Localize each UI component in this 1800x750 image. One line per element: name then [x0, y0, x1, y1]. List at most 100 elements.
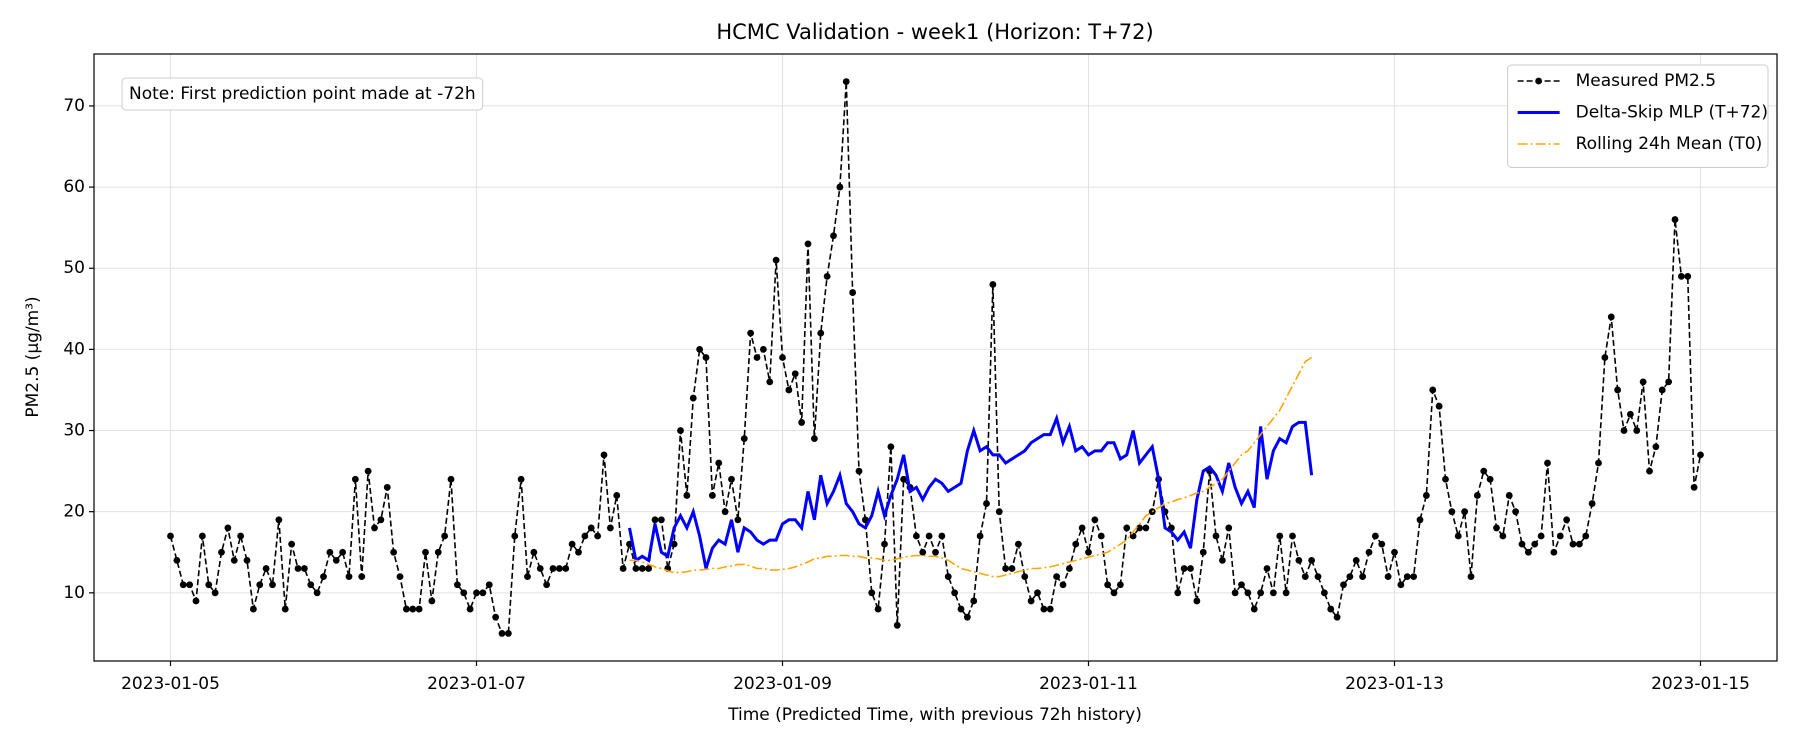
data-point [428, 597, 436, 605]
data-point [1014, 540, 1022, 548]
data-point [1295, 556, 1303, 564]
data-point [728, 475, 735, 483]
data-point [1531, 540, 1539, 548]
data-point [1002, 565, 1010, 572]
data-point [1244, 589, 1252, 597]
data-point [976, 532, 984, 540]
data-point [211, 589, 219, 597]
data-point [791, 370, 799, 378]
data-point [632, 565, 640, 572]
x-tick-label: 2023-01-11 [1039, 674, 1138, 694]
data-point [313, 589, 321, 597]
data-point [1626, 410, 1634, 418]
data-point [887, 443, 895, 451]
data-point [613, 492, 621, 499]
data-point [817, 329, 825, 337]
data-point [1053, 573, 1061, 581]
data-point [587, 524, 595, 532]
data-point [1193, 597, 1201, 605]
data-point [1684, 272, 1692, 280]
data-point [1129, 532, 1137, 540]
data-point [1550, 548, 1558, 556]
data-point [944, 573, 952, 581]
data-point [186, 581, 194, 589]
data-point [568, 540, 576, 548]
data-point [1065, 565, 1073, 572]
data-point [441, 532, 449, 540]
data-point [1365, 548, 1373, 556]
data-point [759, 345, 767, 353]
data-point [1544, 459, 1551, 467]
data-point [734, 516, 742, 524]
data-point [1690, 483, 1698, 491]
data-point [205, 581, 213, 589]
data-point [1671, 216, 1679, 223]
data-point [1371, 532, 1379, 540]
data-point [823, 272, 831, 280]
data-point [536, 565, 544, 572]
data-point [326, 548, 334, 556]
x-tick-label: 2023-01-15 [1651, 674, 1750, 694]
data-point [1633, 427, 1641, 434]
data-point [460, 589, 468, 597]
data-point [1308, 556, 1316, 564]
plot-frame [93, 53, 1778, 662]
data-point [779, 354, 786, 361]
data-point [339, 548, 347, 556]
data-point [957, 605, 965, 613]
data-point [1512, 508, 1520, 516]
data-point [237, 532, 245, 540]
data-point [1607, 313, 1615, 321]
data-point [1276, 532, 1284, 540]
x-tick-label: 2023-01-13 [1345, 674, 1444, 694]
data-point [1021, 573, 1029, 581]
data-point [785, 386, 793, 394]
data-point [1473, 492, 1481, 499]
data-point [1097, 532, 1105, 540]
data-point [1505, 492, 1513, 499]
data-point [1582, 532, 1590, 540]
legend-label: Rolling 24h Mean (T0) [1576, 134, 1763, 154]
data-point [1454, 532, 1462, 540]
data-point [1677, 272, 1685, 280]
data-point [1486, 475, 1494, 483]
data-point [1059, 581, 1067, 589]
data-point [485, 581, 493, 589]
data-point [1595, 459, 1602, 467]
data-point [351, 475, 359, 483]
data-point [1359, 573, 1367, 581]
data-point [575, 548, 582, 556]
data-point [1652, 443, 1660, 451]
data-point [893, 621, 901, 629]
data-point [594, 532, 602, 540]
data-point [645, 565, 653, 572]
x-axis-label: Time (Predicted Time, with previous 72h … [727, 705, 1142, 725]
data-point [1614, 386, 1622, 394]
data-point [689, 394, 697, 402]
data-point [1646, 467, 1653, 475]
data-point [1225, 524, 1233, 532]
data-point [1142, 524, 1150, 532]
data-point [549, 565, 557, 572]
data-point [951, 589, 959, 597]
data-point [364, 467, 372, 475]
data-point [683, 492, 691, 499]
data-point [1422, 492, 1430, 499]
data-point [1078, 524, 1086, 532]
data-point [256, 581, 264, 589]
data-point [371, 524, 378, 532]
data-point [377, 516, 385, 524]
series-line [629, 356, 1313, 578]
data-point [1665, 378, 1673, 386]
data-point [320, 573, 327, 581]
data-point [1352, 556, 1360, 564]
data-point [562, 565, 570, 572]
y-axis-label: PM2.5 (µg/m³) [23, 296, 43, 417]
data-point [492, 613, 500, 621]
data-point [753, 354, 761, 361]
annotation-box [121, 77, 484, 111]
data-point [677, 427, 684, 434]
data-point [1448, 508, 1456, 516]
data-point [275, 516, 283, 524]
